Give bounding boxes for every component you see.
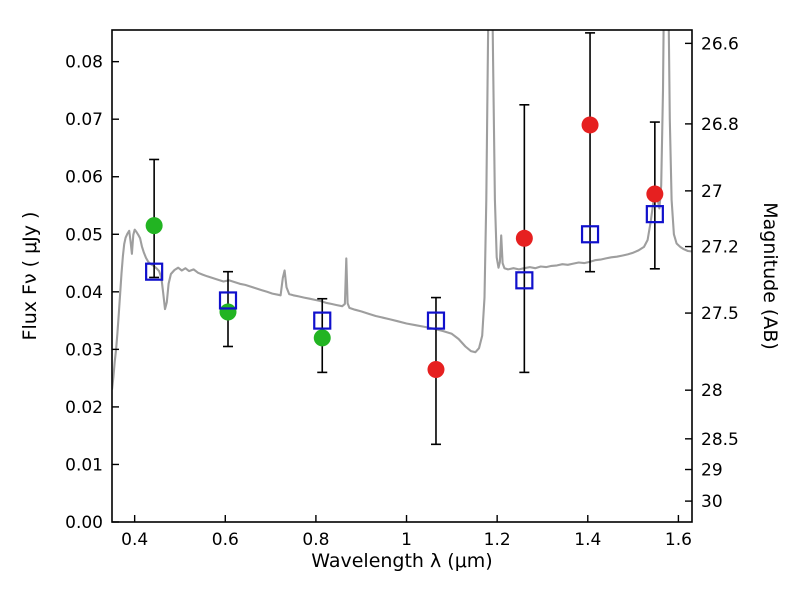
y-tick-label-left: 0.08 <box>65 53 103 73</box>
x-axis-title: Wavelength λ (μm) <box>311 550 493 572</box>
model-spectrum-line <box>112 30 692 390</box>
y-tick-label-left: 0.05 <box>65 225 103 245</box>
model-photometry-square <box>645 205 664 224</box>
y-tick-label-left: 0.00 <box>65 513 103 533</box>
x-tick-label: 0.8 <box>302 530 329 550</box>
axes-box <box>111 29 693 523</box>
y-tick-label-right: 28.5 <box>701 430 739 450</box>
y-tick-label-right: 27.2 <box>701 238 739 258</box>
model-photometry-square <box>515 271 534 290</box>
observed-point-red <box>581 116 599 134</box>
y-tick-label-left: 0.03 <box>65 340 103 360</box>
model-photometry-square <box>426 311 446 330</box>
model-photometry-square <box>145 262 164 281</box>
y-tick-label-left: 0.01 <box>65 455 103 475</box>
x-tick-label: 0.6 <box>212 530 239 550</box>
observed-point-green <box>313 329 331 347</box>
plot-data-layer <box>112 30 692 446</box>
x-tick-label: 1.6 <box>665 530 692 550</box>
y-tick-label-right: 27 <box>701 182 723 202</box>
model-photometry-square <box>313 311 332 330</box>
model-photometry-square <box>218 291 238 310</box>
observed-point-green <box>219 303 237 321</box>
y-tick-label-right: 26.6 <box>701 34 739 54</box>
observed-point-red <box>515 229 533 247</box>
y-tick-label-right: 27.5 <box>701 304 739 324</box>
observed-point-red <box>646 185 664 203</box>
observed-point-green <box>145 217 163 235</box>
y-tick-label-left: 0.04 <box>65 283 103 303</box>
y-tick-label-left: 0.07 <box>65 110 103 130</box>
x-tick-label: 1.2 <box>484 530 511 550</box>
y-axis-title-left: Flux Fν ( μJy ) <box>19 211 41 341</box>
y-tick-label-right: 29 <box>701 461 723 481</box>
y-tick-label-left: 0.06 <box>65 168 103 188</box>
x-tick-label: 0.4 <box>121 530 148 550</box>
x-tick-label: 1.4 <box>574 530 601 550</box>
model-photometry-square <box>580 225 600 244</box>
y-tick-label-right: 28 <box>701 381 723 401</box>
y-axis-title-right: Magnitude (AB) <box>759 202 781 350</box>
x-tick-label: 1 <box>401 530 412 550</box>
y-tick-label-left: 0.02 <box>65 398 103 418</box>
observed-point-red <box>427 361 445 379</box>
y-tick-label-right: 26.8 <box>701 115 739 135</box>
y-tick-label-right: 30 <box>701 492 723 512</box>
